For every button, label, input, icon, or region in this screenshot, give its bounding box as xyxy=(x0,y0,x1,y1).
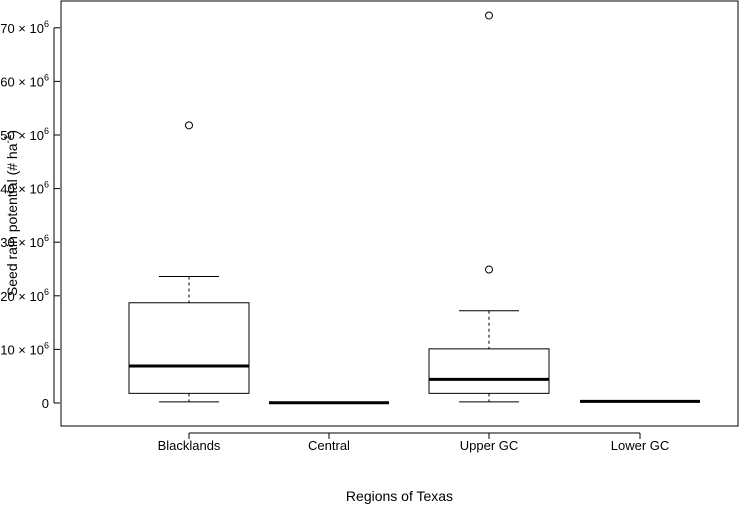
box-upper-gc xyxy=(428,11,550,403)
outlier-point xyxy=(485,11,493,20)
y-tick-label-exponent: 6 xyxy=(44,180,49,190)
x-axis: Blacklands Central Upper GC Lower GC xyxy=(158,432,670,453)
iqr-box xyxy=(428,348,550,394)
y-tick-label-mantissa: 50 × 10 xyxy=(0,128,44,143)
y-tick-label: 30 × 106 xyxy=(0,233,49,250)
y-tick-label-exponent: 6 xyxy=(44,287,49,297)
y-tick-label-exponent: 6 xyxy=(44,233,49,243)
y-tick-label: 60 × 106 xyxy=(0,72,49,89)
y-tick-label-exponent: 6 xyxy=(44,126,49,136)
y-axis-label-sup: -1 xyxy=(3,134,14,143)
x-tick-label: Upper GC xyxy=(460,438,519,453)
y-tick-label-mantissa: 10 × 10 xyxy=(0,342,44,357)
x-tick-label: Central xyxy=(308,438,350,453)
y-tick-label: 10 × 106 xyxy=(0,340,49,357)
x-tick-label: Blacklands xyxy=(158,438,221,453)
outlier-point xyxy=(485,265,493,274)
y-tick-label-exponent: 6 xyxy=(44,19,49,29)
y-tick-label: 0 xyxy=(42,396,49,411)
x-tick-label: Lower GC xyxy=(611,438,670,453)
boxes xyxy=(128,11,700,405)
iqr-box xyxy=(128,302,250,394)
y-axis-label-main: Seed rain potential (# ha xyxy=(4,143,20,296)
box-blacklands xyxy=(128,121,250,403)
y-tick-label: 50 × 106 xyxy=(0,126,49,143)
y-tick-label-mantissa: 60 × 10 xyxy=(0,74,44,89)
y-tick-label-exponent: 6 xyxy=(44,72,49,82)
y-tick-label: 70 × 106 xyxy=(0,19,49,36)
y-tick-label-mantissa: 70 × 10 xyxy=(0,21,44,36)
y-tick-label: 40 × 106 xyxy=(0,180,49,197)
y-tick-label: 20 × 106 xyxy=(0,287,49,304)
y-tick-label-mantissa: 30 × 10 xyxy=(0,235,44,250)
y-tick-label-exponent: 6 xyxy=(44,340,49,350)
y-axis-label: Seed rain potential (# ha-1) xyxy=(3,130,20,296)
y-axis-label-close: ) xyxy=(4,130,20,135)
x-axis-label: Regions of Texas xyxy=(346,488,453,504)
y-tick-label-mantissa: 0 xyxy=(42,396,49,411)
outlier-point xyxy=(185,121,193,130)
plot-frame xyxy=(60,0,739,427)
y-tick-label-mantissa: 40 × 10 xyxy=(0,182,44,197)
y-tick-label-mantissa: 20 × 10 xyxy=(0,289,44,304)
